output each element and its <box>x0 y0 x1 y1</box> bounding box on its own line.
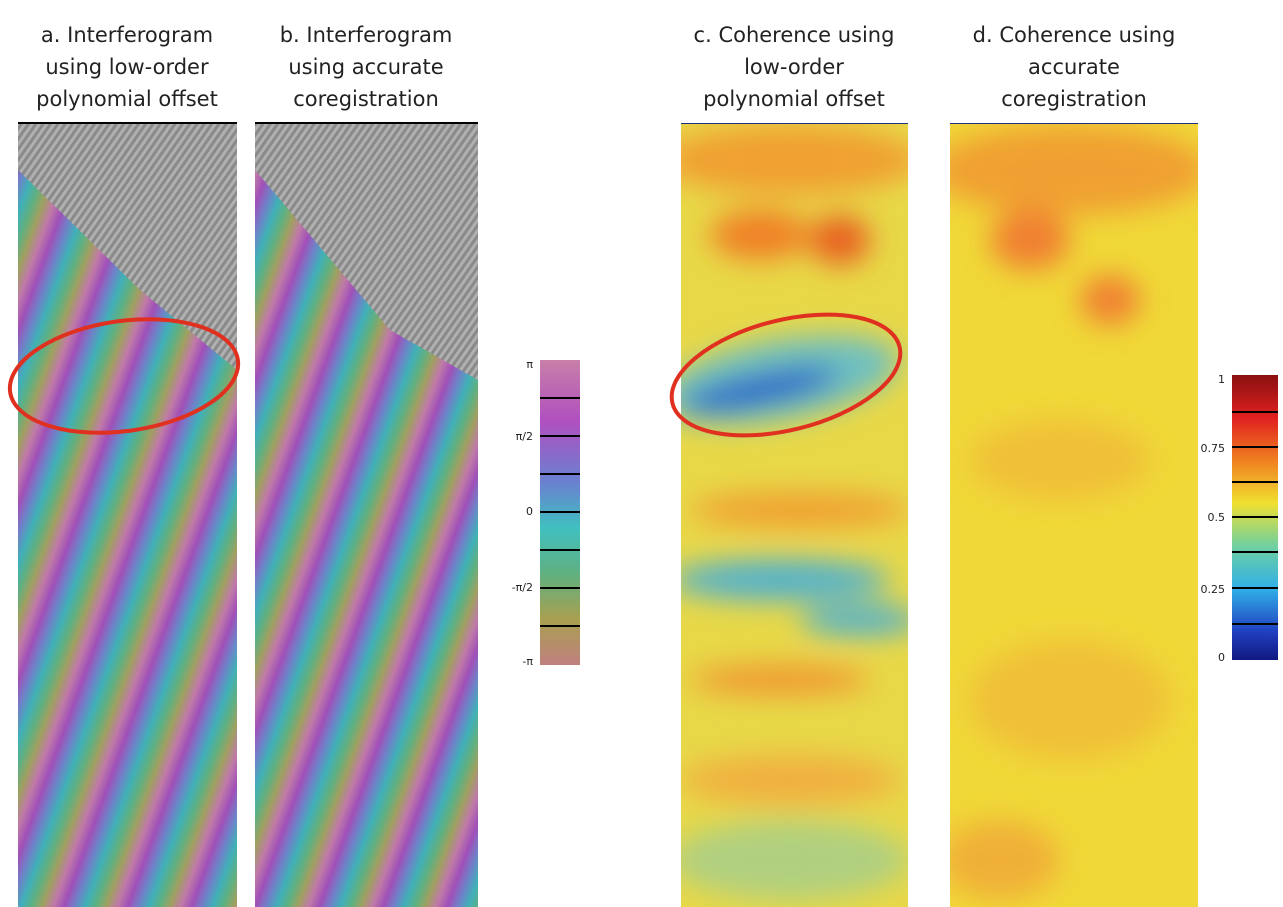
colorbar-tick-label: 0 <box>526 505 533 518</box>
panel-title: c. Coherence using <box>694 23 895 47</box>
panel-title: low-order <box>744 55 844 79</box>
panel-title: polynomial offset <box>703 87 885 111</box>
interferogram-b <box>255 123 478 907</box>
coherence-c <box>655 123 920 907</box>
colorbar-tick-label: π <box>526 358 533 371</box>
colorbar-tick-label: 0.5 <box>1208 511 1226 524</box>
interferogram-a <box>18 123 237 907</box>
colorbar-tick-label: π/2 <box>516 430 533 443</box>
colorbar-tick-label: 0.75 <box>1201 442 1226 455</box>
colorbar-tick-label: 0.25 <box>1201 583 1226 596</box>
panel-title: d. Coherence using <box>973 23 1176 47</box>
panel-title: using accurate <box>288 55 443 79</box>
colorbar-tick-label: 1 <box>1218 373 1225 386</box>
colorbar-tick-label: -π/2 <box>512 581 533 594</box>
coherence-colorbar <box>1232 375 1278 660</box>
panel-title: using low-order <box>45 55 209 79</box>
figure: a. Interferogram using low-order polynomia… <box>0 0 1283 907</box>
phase-colorbar <box>540 360 580 665</box>
panel-title: coregistration <box>1001 87 1147 111</box>
panel-title: accurate <box>1028 55 1120 79</box>
colorbar-tick-label: 0 <box>1218 651 1225 664</box>
coherence-d <box>930 123 1210 907</box>
panel-title: b. Interferogram <box>280 23 453 47</box>
panel-title: a. Interferogram <box>41 23 213 47</box>
colorbar-tick-label: -π <box>522 655 533 668</box>
panel-title: coregistration <box>293 87 439 111</box>
panel-title: polynomial offset <box>36 87 218 111</box>
